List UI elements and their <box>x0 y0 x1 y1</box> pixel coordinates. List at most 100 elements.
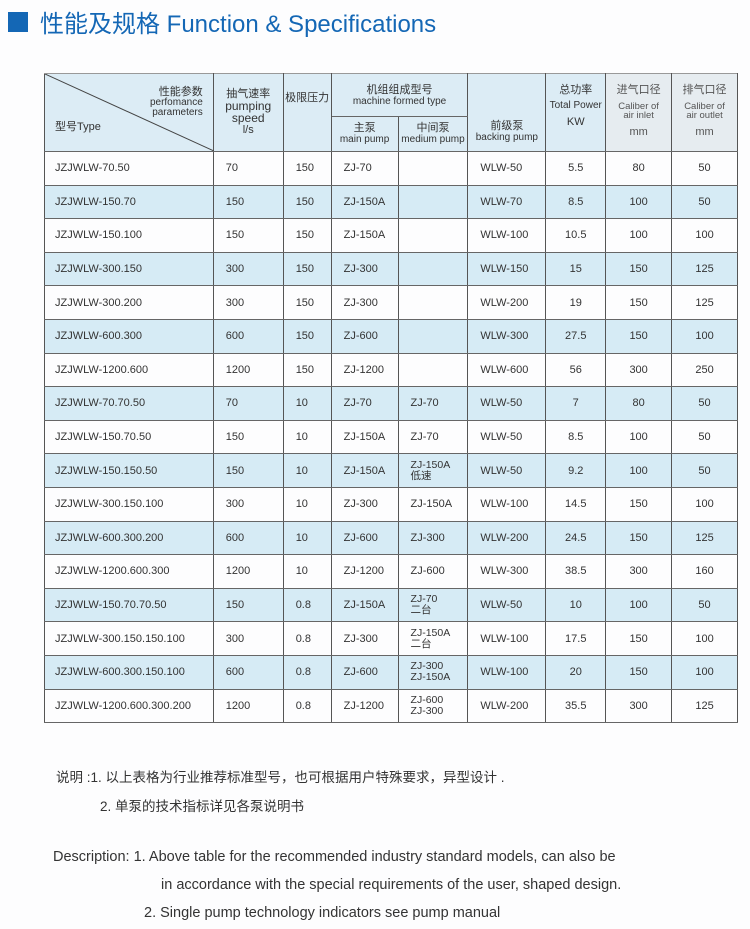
cell-power: 10.5 <box>545 218 607 253</box>
cell-inlet: 100 <box>605 184 673 220</box>
cell-pressure: 150 <box>282 184 332 220</box>
cell-inlet: 150 <box>605 621 673 656</box>
page-title: 性能及规格 Function & Specifications <box>8 4 436 39</box>
cell-power: 19 <box>545 285 607 320</box>
cell-pressure: 0.8 <box>282 587 332 623</box>
cell-backing-pump: WLW-600 <box>467 352 547 388</box>
table-row: JZJWLW-150.150.50 150 10 ZJ-150A ZJ-150A 低速 W… <box>44 453 738 488</box>
specifications-table: 性能参数 perfomance parameters 型号Type 抽气速率 pump… <box>44 73 738 724</box>
cell-model: JZJWLW-1200.600.300 <box>44 554 214 589</box>
cell-outlet: 160 <box>671 554 738 589</box>
cell-speed: 300 <box>212 251 284 287</box>
cell-power: 14.5 <box>545 486 607 522</box>
header-backing: 前级泵 backing pump <box>467 73 547 152</box>
square-bullet-icon <box>8 11 28 32</box>
cell-model: JZJWLW-300.150.100 <box>44 486 214 522</box>
cell-model: JZJWLW-150.70.50 <box>44 419 214 455</box>
table-row: JZJWLW-300.150.100 300 10 ZJ-300 ZJ-150A WLW-… <box>44 486 738 522</box>
cell-inlet: 150 <box>605 520 673 556</box>
cell-inlet: 80 <box>605 151 673 186</box>
cell-medium-pump <box>397 151 469 186</box>
header-pressure: 极限压力 <box>282 73 332 152</box>
cell-speed: 150 <box>212 218 284 253</box>
table-row: JZJWLW-1200.600.300.200 1200 0.8 ZJ-1200 ZJ-… <box>44 688 738 724</box>
table-row: JZJWLW-70.70.50 70 10 ZJ-70 ZJ-70 WLW-50 7 80 50 <box>44 386 738 421</box>
cell-inlet: 300 <box>605 688 673 724</box>
header-main-pump: 主泵 main pump <box>330 116 399 152</box>
cell-model: JZJWLW-70.50 <box>44 151 214 186</box>
cell-speed: 300 <box>212 486 284 522</box>
cell-backing-pump: WLW-100 <box>467 621 547 656</box>
notes-cn: 说明 :1. 以上表格为行业推荐标准型号，也可根据用户特殊要求，异型设计 . 2… <box>56 770 505 814</box>
cell-pressure: 150 <box>282 151 332 186</box>
cell-inlet: 100 <box>605 587 673 623</box>
cell-main-pump: ZJ-600 <box>330 318 399 354</box>
cell-power: 38.5 <box>545 554 607 589</box>
cell-pressure: 10 <box>282 419 332 455</box>
cell-outlet: 125 <box>671 251 738 287</box>
cell-power: 8.5 <box>545 419 607 455</box>
cell-pressure: 150 <box>282 352 332 388</box>
cell-pressure: 150 <box>282 318 332 354</box>
table-body: JZJWLW-70.50 70 150 ZJ-70 WLW-50 5.5 80 50 JZJWL… <box>44 151 738 724</box>
cell-model: JZJWLW-600.300.200 <box>44 520 214 556</box>
cell-medium-pump: ZJ-70 <box>397 386 469 421</box>
cell-speed: 600 <box>212 318 284 354</box>
cell-pressure: 0.8 <box>282 621 332 656</box>
cell-power: 27.5 <box>545 318 607 354</box>
cell-inlet: 150 <box>605 654 673 690</box>
cell-pressure: 10 <box>282 453 332 488</box>
cell-medium-pump: ZJ-600 ZJ-300 <box>397 688 469 724</box>
cell-backing-pump: WLW-300 <box>467 318 547 354</box>
table-row: JZJWLW-600.300.150.100 600 0.8 ZJ-600 ZJ-300… <box>44 654 738 690</box>
cell-backing-pump: WLW-100 <box>467 486 547 522</box>
cell-medium-pump: ZJ-150A 低速 <box>397 453 469 488</box>
cell-model: JZJWLW-600.300 <box>44 318 214 354</box>
cell-main-pump: ZJ-70 <box>330 151 399 186</box>
table-row: JZJWLW-150.100 150 150 ZJ-150A WLW-100 10.5 10… <box>44 218 738 253</box>
table-row: JZJWLW-600.300.200 600 10 ZJ-600 ZJ-300 WLW-2… <box>44 520 738 556</box>
cell-backing-pump: WLW-50 <box>467 151 547 186</box>
cell-speed: 70 <box>212 151 284 186</box>
cell-model: JZJWLW-300.200 <box>44 285 214 320</box>
cell-medium-pump: ZJ-70 <box>397 419 469 455</box>
table-row: JZJWLW-1200.600 1200 150 ZJ-1200 WLW-600 56 30… <box>44 352 738 388</box>
cell-backing-pump: WLW-50 <box>467 419 547 455</box>
cell-outlet: 100 <box>671 486 738 522</box>
cell-main-pump: ZJ-600 <box>330 654 399 690</box>
cell-outlet: 100 <box>671 654 738 690</box>
cell-backing-pump: WLW-100 <box>467 218 547 253</box>
cell-outlet: 100 <box>671 621 738 656</box>
cell-outlet: 125 <box>671 285 738 320</box>
cell-inlet: 100 <box>605 453 673 488</box>
cell-medium-pump <box>397 218 469 253</box>
cell-outlet: 100 <box>671 318 738 354</box>
header-speed: 抽气速率 pumping speed l/s <box>212 73 284 152</box>
cell-outlet: 250 <box>671 352 738 388</box>
cell-main-pump: ZJ-150A <box>330 453 399 488</box>
cell-outlet: 50 <box>671 151 738 186</box>
table-row: JZJWLW-150.70 150 150 ZJ-150A WLW-70 8.5 100 50 <box>44 184 738 220</box>
cell-outlet: 100 <box>671 218 738 253</box>
cell-speed: 150 <box>212 184 284 220</box>
cell-main-pump: ZJ-150A <box>330 587 399 623</box>
cell-inlet: 100 <box>605 419 673 455</box>
cell-outlet: 125 <box>671 688 738 724</box>
cell-main-pump: ZJ-1200 <box>330 688 399 724</box>
cell-power: 10 <box>545 587 607 623</box>
cell-pressure: 10 <box>282 486 332 522</box>
cell-pressure: 10 <box>282 386 332 421</box>
cell-speed: 1200 <box>212 554 284 589</box>
cell-inlet: 300 <box>605 352 673 388</box>
cell-model: JZJWLW-1200.600.300.200 <box>44 688 214 724</box>
cell-medium-pump <box>397 318 469 354</box>
cell-power: 24.5 <box>545 520 607 556</box>
cell-pressure: 10 <box>282 554 332 589</box>
header-type: 性能参数 perfomance parameters 型号Type <box>44 73 214 152</box>
cell-medium-pump <box>397 285 469 320</box>
cell-speed: 150 <box>212 453 284 488</box>
cell-backing-pump: WLW-70 <box>467 184 547 220</box>
cell-model: JZJWLW-300.150.150.100 <box>44 621 214 656</box>
cell-backing-pump: WLW-150 <box>467 251 547 287</box>
header-outlet: 排气口径 Caliber of air outlet mm <box>671 73 738 152</box>
